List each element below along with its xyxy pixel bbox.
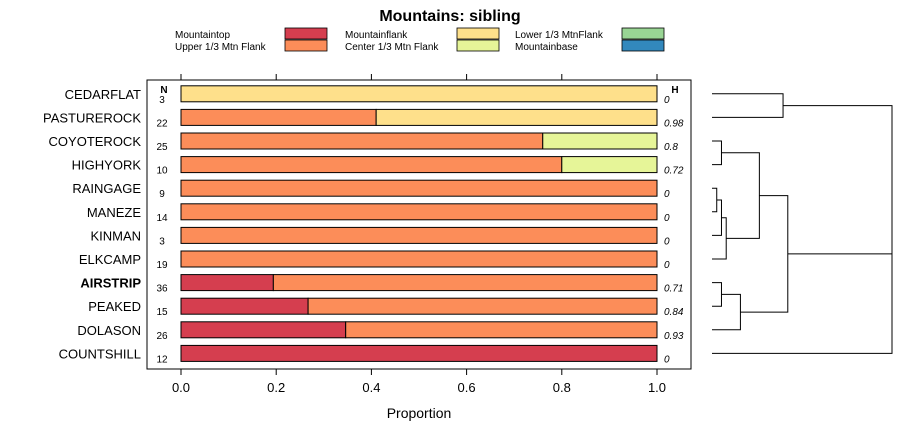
legend-label: Lower 1/3 MtnFlank — [515, 30, 604, 41]
legend-swatch — [284, 39, 328, 52]
x-tick-label: 0.0 — [172, 380, 190, 395]
site-label: RAINGAGE — [72, 181, 141, 196]
site-label: COUNTSHILL — [59, 346, 141, 361]
n-value: 36 — [156, 284, 168, 295]
bar-segment — [307, 297, 658, 315]
site-label: DOLASON — [77, 323, 141, 338]
h-value: 0 — [664, 95, 670, 106]
x-axis-label: Proportion — [387, 405, 452, 421]
legend-swatch — [456, 27, 500, 40]
bar-segment — [180, 156, 563, 174]
site-label: PEAKED — [88, 299, 141, 314]
legend-swatch — [621, 39, 665, 52]
bars-group: CEDARFLAT 3 0 PASTUREROCK 22 0.98 COYOTEROCK 25… — [43, 85, 684, 365]
h-value: 0.98 — [664, 118, 684, 129]
n-value: 22 — [156, 118, 168, 129]
dendrogram-link — [740, 195, 789, 313]
site-label: HIGHYORK — [72, 158, 142, 173]
h-value: 0 — [664, 189, 670, 200]
n-value: 3 — [159, 95, 165, 106]
legend-label: Mountainflank — [345, 30, 408, 41]
n-value: 15 — [156, 307, 168, 318]
bar-segment — [180, 203, 658, 221]
bar-segment — [180, 250, 658, 268]
dendrogram-link — [721, 152, 760, 239]
n-column-header: N — [160, 85, 167, 96]
legend-label: Upper 1/3 Mtn Flank — [175, 42, 267, 53]
x-tick-label: 0.8 — [553, 380, 571, 395]
plot-frame — [146, 79, 692, 370]
legend-label: Center 1/3 Mtn Flank — [345, 42, 439, 53]
x-tick-label: 0.2 — [267, 380, 285, 395]
bar-segment — [542, 132, 658, 150]
h-value: 0 — [664, 354, 670, 365]
dendrogram-link — [712, 93, 784, 118]
dendrogram-link — [712, 282, 722, 307]
site-label: CEDARFLAT — [65, 87, 141, 102]
x-tick-label: 0.4 — [362, 380, 380, 395]
site-label: PASTUREROCK — [43, 110, 141, 125]
h-value: 0.93 — [664, 331, 684, 342]
bar-segment — [180, 132, 544, 150]
legend-swatch — [456, 39, 500, 52]
chart-title: Mountains: sibling — [379, 8, 520, 25]
legend-label: Mountainbase — [515, 42, 578, 53]
x-tick-label: 0.6 — [458, 380, 476, 395]
n-value: 12 — [156, 354, 168, 365]
bar-segment — [180, 321, 347, 339]
dendrogram-link — [712, 187, 718, 213]
site-label: COYOTEROCK — [49, 134, 142, 149]
bar-segment — [272, 274, 658, 292]
n-value: 26 — [156, 331, 168, 342]
h-value: 0 — [664, 236, 670, 247]
bar-segment — [180, 108, 377, 126]
site-label: KINMAN — [90, 228, 141, 243]
dendrogram — [712, 93, 893, 354]
site-label: MANEZE — [87, 205, 142, 220]
legend-label: Mountaintop — [175, 30, 230, 41]
n-value: 10 — [156, 166, 168, 177]
h-value: 0.84 — [664, 307, 684, 318]
bar-segment — [180, 274, 274, 292]
legend-swatch — [621, 27, 665, 40]
site-label: ELKCAMP — [79, 252, 141, 267]
n-value: 19 — [156, 260, 168, 271]
dendrogram-link — [783, 105, 893, 255]
bar-segment — [375, 108, 658, 126]
x-axis: 0.0 0.2 0.4 0.6 0.8 1.0 — [172, 74, 666, 395]
n-value: 14 — [156, 213, 168, 224]
bar-segment — [180, 226, 658, 244]
dendrogram-link — [712, 179, 893, 354]
bar-segment — [345, 321, 658, 339]
legend-swatch — [284, 27, 328, 40]
n-value: 9 — [159, 189, 165, 200]
bar-segment — [180, 344, 658, 362]
dendrogram-link — [712, 140, 722, 166]
bar-segment — [180, 85, 658, 103]
dendrogram-link — [712, 293, 741, 331]
h-value: 0 — [664, 213, 670, 224]
h-value: 0 — [664, 260, 670, 271]
bar-segment — [180, 179, 658, 197]
n-value: 25 — [156, 142, 168, 153]
bar-segment — [561, 156, 658, 174]
bar-segment — [180, 297, 309, 315]
site-label: AIRSTRIP — [80, 276, 141, 291]
n-value: 3 — [159, 236, 165, 247]
h-value: 0.72 — [664, 166, 684, 177]
h-column-header: H — [671, 85, 678, 96]
dendrogram-link — [712, 217, 727, 260]
h-value: 0.71 — [664, 284, 683, 295]
x-tick-label: 1.0 — [648, 380, 666, 395]
h-value: 0.8 — [664, 142, 678, 153]
